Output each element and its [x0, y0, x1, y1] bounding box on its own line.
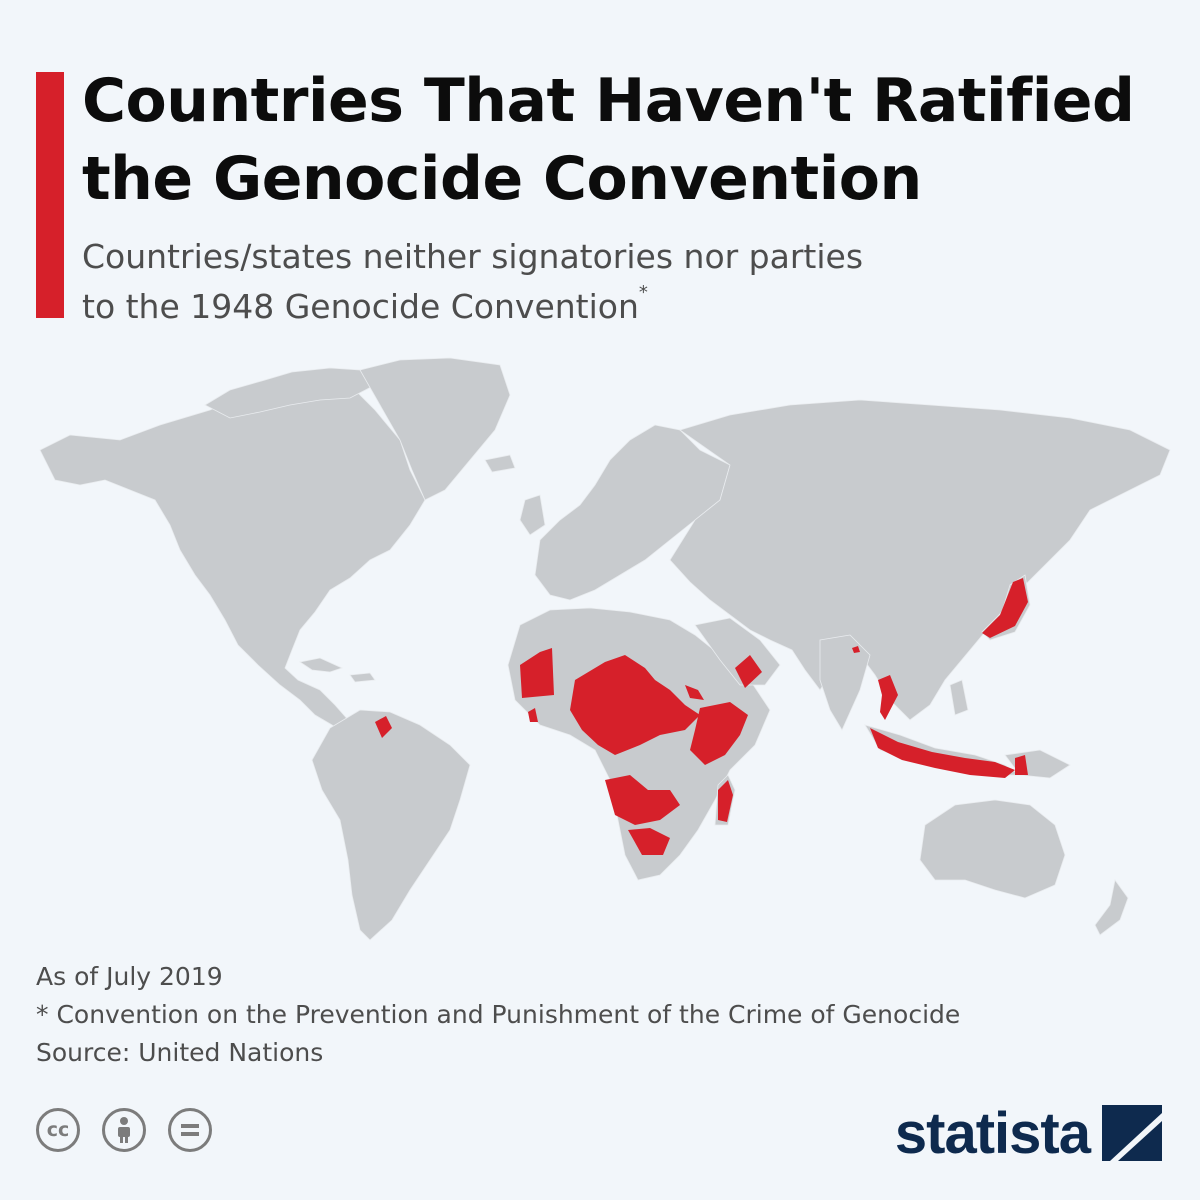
japan	[982, 578, 1028, 638]
as-of-date: As of July 2019	[36, 962, 223, 991]
brand-name: statista	[894, 1100, 1091, 1166]
australia	[919, 799, 1066, 899]
cc-icon[interactable]: cc	[36, 1108, 80, 1152]
mauritania	[520, 648, 554, 698]
sierra-leone	[528, 708, 538, 722]
south-america	[311, 709, 471, 941]
subtitle-footnote-marker: *	[638, 282, 648, 303]
oman	[735, 655, 762, 688]
statista-mark-icon	[1102, 1105, 1162, 1161]
hispaniola	[349, 672, 376, 683]
page-title: Countries That Haven't Ratified the Geno…	[82, 62, 1182, 218]
footnote: * Convention on the Prevention and Punis…	[36, 1000, 961, 1029]
attribution-icon[interactable]	[102, 1108, 146, 1152]
horn-of-africa	[690, 702, 748, 765]
source: Source: United Nations	[36, 1038, 324, 1067]
india	[819, 634, 871, 731]
eritrea	[685, 685, 704, 700]
niger-chad	[570, 655, 700, 755]
statista-logo[interactable]: statista	[895, 1098, 1162, 1168]
philippines	[949, 679, 969, 716]
madagascar-highlight	[718, 780, 733, 822]
north-america	[39, 379, 426, 739]
title-line-1: Countries That Haven't Ratified	[82, 66, 1135, 136]
non-ratified-countries	[375, 578, 1028, 855]
subtitle-line-2: to the 1948 Genocide Convention	[82, 287, 639, 326]
no-derivatives-icon[interactable]	[168, 1108, 212, 1152]
title-line-2: the Genocide Convention	[82, 144, 922, 214]
equals-glyph	[181, 1124, 199, 1136]
subtitle-line-2-wrap: to the 1948 Genocide Convention*	[82, 282, 1042, 332]
subtitle: Countries/states neither signatories nor…	[82, 232, 1042, 332]
suriname	[375, 716, 392, 738]
person-glyph	[118, 1117, 130, 1143]
world-map	[39, 357, 1171, 941]
bhutan	[852, 646, 860, 653]
asia	[669, 399, 1171, 721]
angola-zambia	[605, 775, 680, 825]
cuba	[298, 657, 344, 673]
license-icons: cc	[36, 1108, 212, 1158]
footer-notes: As of July 2019 * Convention on the Prev…	[36, 958, 1166, 1072]
subtitle-line-1: Countries/states neither signatories nor…	[82, 237, 864, 276]
thailand	[878, 675, 898, 720]
papua	[1015, 755, 1028, 775]
uk	[519, 494, 546, 536]
iceland	[484, 454, 516, 473]
greenland	[359, 357, 511, 501]
botswana-zimbabwe	[628, 828, 670, 855]
indonesia	[870, 728, 1015, 778]
new-zealand	[1094, 879, 1129, 936]
accent-bar	[36, 72, 64, 318]
land-masses	[39, 357, 1171, 941]
